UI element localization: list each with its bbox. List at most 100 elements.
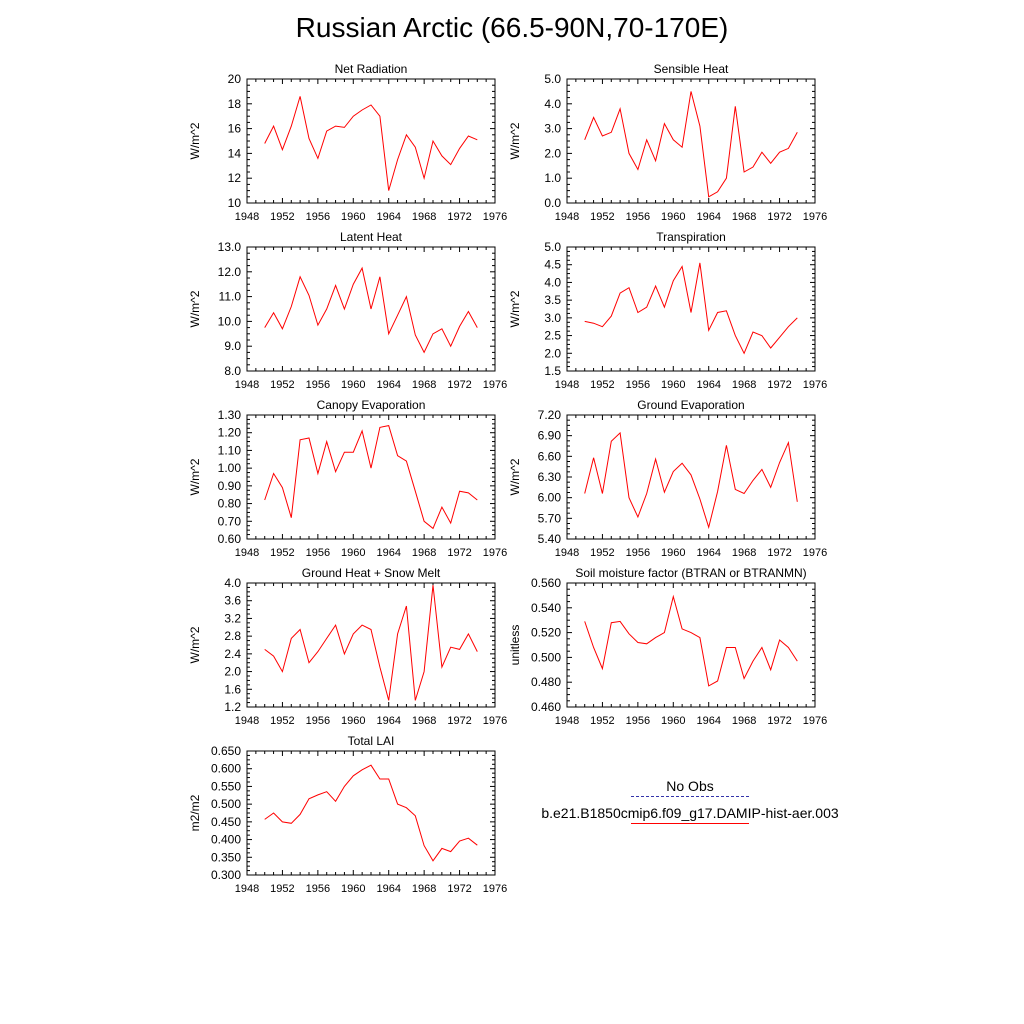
y-tick-label: 1.20 (218, 426, 242, 440)
x-tick-label: 1964 (376, 547, 400, 559)
y-axis-label: W/m^2 (508, 122, 522, 159)
panel-title: Soil moisture factor (BTRAN or BTRANMN) (575, 566, 806, 580)
x-tick-label: 1968 (412, 715, 436, 727)
x-tick-label: 1972 (767, 547, 791, 559)
panel-title: Net Radiation (335, 62, 408, 76)
x-tick-label: 1964 (376, 883, 400, 895)
y-axis-label: W/m^2 (188, 458, 202, 495)
x-tick-label: 1968 (732, 211, 756, 223)
x-tick-label: 1956 (626, 547, 650, 559)
x-tick-label: 1960 (661, 547, 685, 559)
x-tick-label: 1952 (590, 547, 614, 559)
y-tick-label: 1.0 (544, 171, 561, 185)
y-tick-label: 0.350 (211, 850, 241, 864)
y-tick-label: 1.30 (218, 408, 242, 422)
x-tick-label: 1956 (306, 883, 330, 895)
panel-title: Transpiration (656, 230, 726, 244)
x-tick-label: 1948 (235, 547, 259, 559)
chart-panel: Ground Evaporation 1948 1952 1956 1960 1964 19… (508, 398, 827, 559)
y-axis-label: m2/m2 (188, 794, 202, 831)
chart-panel: Sensible Heat 1948 1952 1956 1960 1964 1968 197… (508, 62, 827, 223)
y-tick-label: 9.0 (224, 339, 241, 353)
y-tick-label: 3.0 (544, 122, 561, 136)
legend-obs-label: No Obs (666, 778, 714, 794)
y-tick-label: 6.30 (538, 470, 562, 484)
y-tick-label: 10.0 (218, 314, 242, 328)
x-tick-label: 1976 (803, 211, 827, 223)
y-tick-label: 3.5 (544, 293, 561, 307)
y-axis-label: W/m^2 (188, 626, 202, 663)
y-tick-label: 5.70 (538, 511, 562, 525)
y-tick-label: 1.00 (218, 461, 242, 475)
chart-panel: Transpiration 1948 1952 1956 1960 1964 1968 197… (508, 230, 827, 391)
page-title: Russian Arctic (66.5-90N,70-170E) (295, 12, 729, 43)
chart-panel: Ground Heat + Snow Melt 1948 1952 1956 1960 1… (188, 566, 507, 727)
x-tick-label: 1948 (235, 715, 259, 727)
y-tick-label: 14 (228, 146, 242, 160)
x-tick-label: 1948 (555, 715, 579, 727)
series-line (264, 96, 478, 191)
x-tick-label: 1952 (590, 715, 614, 727)
x-tick-label: 1960 (661, 379, 685, 391)
y-tick-label: 0.650 (211, 744, 241, 758)
y-tick-label: 0.300 (211, 868, 241, 882)
x-tick-label: 1960 (341, 883, 365, 895)
chart-panel: Total LAI 1948 1952 1956 1960 1964 1968 1972 197… (188, 734, 507, 895)
x-tick-label: 1976 (803, 379, 827, 391)
x-tick-label: 1972 (447, 715, 471, 727)
x-tick-label: 1952 (270, 715, 294, 727)
y-tick-label: 4.0 (224, 576, 241, 590)
legend: No Obs b.e21.B1850cmip6.f09_g17.DAMIP-hi… (520, 778, 860, 824)
x-tick-label: 1956 (306, 715, 330, 727)
x-tick-label: 1960 (341, 715, 365, 727)
x-tick-label: 1956 (626, 211, 650, 223)
x-tick-label: 1952 (270, 379, 294, 391)
y-tick-label: 0.480 (531, 675, 561, 689)
y-tick-label: 2.0 (544, 146, 561, 160)
y-axis-label: W/m^2 (508, 458, 522, 495)
y-tick-label: 0.460 (531, 700, 561, 714)
x-tick-label: 1976 (483, 211, 507, 223)
y-tick-label: 0.450 (211, 815, 241, 829)
x-tick-label: 1964 (696, 379, 720, 391)
y-tick-label: 12.0 (218, 265, 242, 279)
y-axis-label: unitless (508, 625, 522, 666)
y-tick-label: 3.0 (544, 311, 561, 325)
x-tick-label: 1972 (447, 211, 471, 223)
series-line (264, 266, 478, 354)
legend-obs-line (631, 796, 749, 797)
legend-model-label: b.e21.B1850cmip6.f09_g17.DAMIP-hist-aer.… (541, 805, 839, 821)
x-tick-label: 1964 (376, 379, 400, 391)
y-tick-label: 20 (228, 72, 242, 86)
plot-frame (246, 750, 496, 876)
x-tick-label: 1964 (376, 211, 400, 223)
y-tick-label: 1.5 (544, 364, 561, 378)
chart-panel: Canopy Evaporation 1948 1952 1956 1960 1964 19… (188, 398, 507, 559)
panel-title: Canopy Evaporation (317, 398, 426, 412)
y-tick-label: 0.80 (218, 497, 242, 511)
legend-model-line (631, 823, 749, 824)
plot-frame (246, 414, 496, 540)
series-line (264, 425, 478, 530)
x-tick-label: 1976 (483, 547, 507, 559)
x-tick-label: 1972 (767, 379, 791, 391)
y-tick-label: 0.60 (218, 532, 242, 546)
series-line (584, 594, 798, 687)
x-tick-label: 1964 (696, 211, 720, 223)
y-tick-label: 8.0 (224, 364, 241, 378)
x-tick-label: 1948 (235, 379, 259, 391)
y-tick-label: 5.40 (538, 532, 562, 546)
y-tick-label: 2.0 (544, 346, 561, 360)
y-tick-label: 0.560 (531, 576, 561, 590)
y-tick-label: 0.400 (211, 833, 241, 847)
y-tick-label: 0.520 (531, 626, 561, 640)
x-tick-label: 1952 (270, 211, 294, 223)
y-tick-label: 5.0 (544, 72, 561, 86)
x-tick-label: 1960 (341, 547, 365, 559)
x-tick-label: 1952 (590, 379, 614, 391)
y-tick-label: 5.0 (544, 240, 561, 254)
y-tick-label: 0.600 (211, 762, 241, 776)
x-tick-label: 1952 (270, 547, 294, 559)
x-tick-label: 1956 (626, 379, 650, 391)
